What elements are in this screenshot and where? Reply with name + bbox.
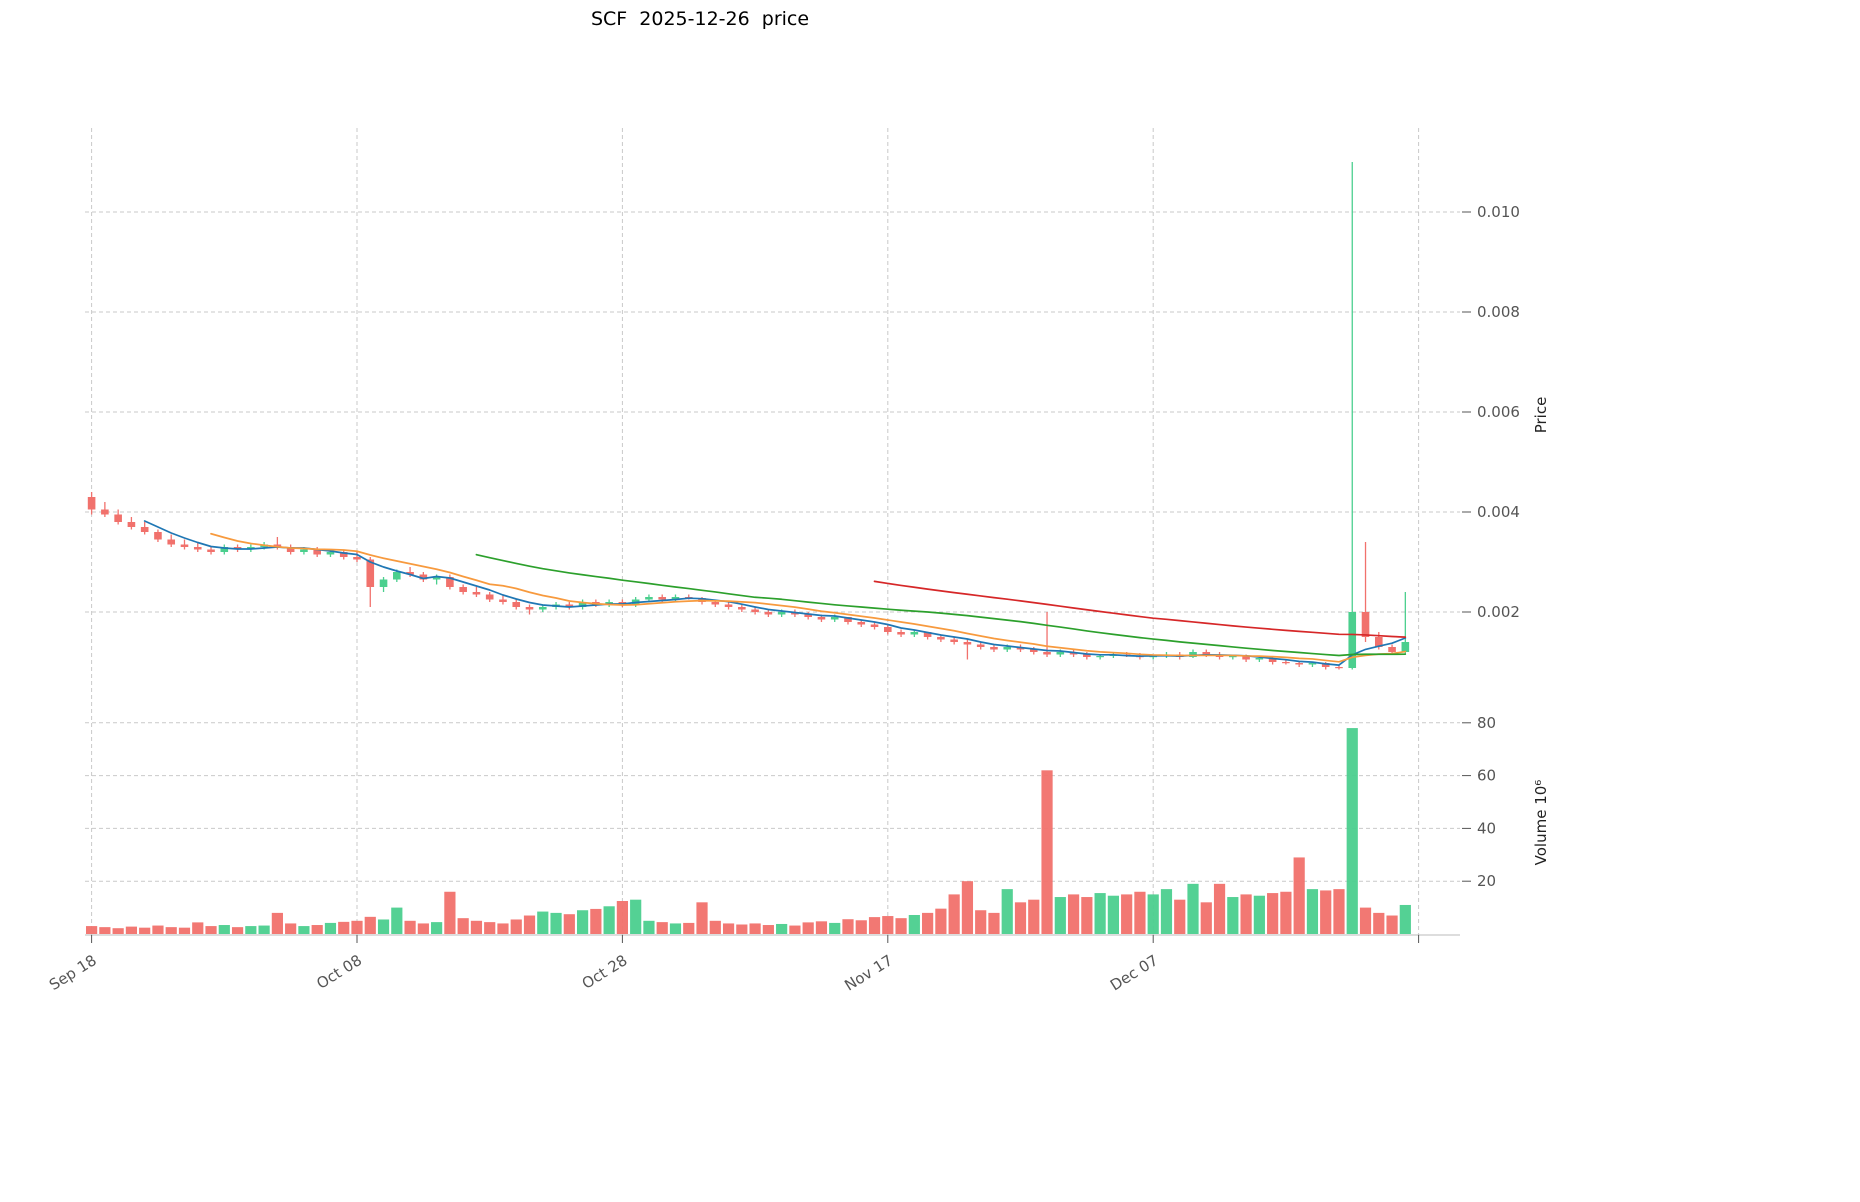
- ma-lines: [143, 520, 1407, 666]
- svg-text:Sep 18: Sep 18: [46, 951, 100, 994]
- svg-text:Nov 17: Nov 17: [841, 951, 896, 994]
- volume-bars: [86, 728, 1411, 934]
- svg-text:0.010: 0.010: [1477, 203, 1520, 221]
- candles: [87, 162, 1410, 670]
- svg-text:Oct 28: Oct 28: [579, 951, 631, 993]
- svg-text:0.002: 0.002: [1477, 603, 1520, 621]
- svg-text:Price: Price: [1532, 397, 1550, 434]
- svg-text:80: 80: [1477, 714, 1496, 732]
- axis-titles: Price Volume 10⁶: [1532, 397, 1550, 866]
- gridlines: [85, 128, 1460, 935]
- svg-text:0.006: 0.006: [1477, 403, 1520, 421]
- svg-text:Volume 10⁶: Volume 10⁶: [1532, 780, 1550, 866]
- svg-text:0.008: 0.008: [1477, 303, 1520, 321]
- svg-text:40: 40: [1477, 819, 1496, 837]
- svg-text:0.004: 0.004: [1477, 503, 1520, 521]
- svg-text:Dec 07: Dec 07: [1107, 951, 1161, 994]
- svg-text:60: 60: [1477, 767, 1496, 785]
- chart-title: SCF 2025-12-26 price: [590, 8, 810, 30]
- svg-text:20: 20: [1477, 872, 1496, 890]
- svg-text:Oct 08: Oct 08: [313, 951, 365, 993]
